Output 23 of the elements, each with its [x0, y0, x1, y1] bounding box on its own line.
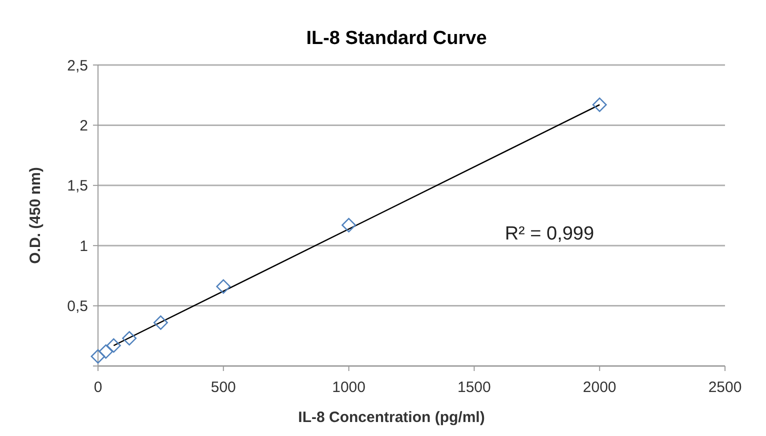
- x-tick-label: 2500: [708, 379, 742, 396]
- point: [98, 344, 114, 359]
- y-tick-label: 0,5: [67, 298, 88, 316]
- point: [90, 349, 106, 364]
- x-tick-label: 1500: [458, 379, 491, 396]
- point: [106, 338, 121, 353]
- chart-title: IL-8 Standard Curve: [306, 28, 487, 49]
- point: [216, 279, 231, 294]
- y-axis-title: O.D. (450 nm): [27, 167, 44, 264]
- point: [592, 98, 607, 112]
- annotation: R² = 0,999: [504, 224, 594, 245]
- y-tick-label: 2,5: [67, 57, 88, 74]
- y-tick-label: 1: [80, 238, 88, 255]
- x-tick-label: 2000: [582, 379, 616, 396]
- x-tick-label: 1000: [332, 379, 366, 396]
- y-tick-label: 2: [80, 117, 88, 134]
- x-tick-label: 0: [94, 379, 102, 396]
- x-axis-title: IL-8 Concentration (pg/ml): [298, 409, 485, 426]
- y-tick-label: 1,5: [67, 178, 88, 195]
- point: [153, 315, 168, 330]
- point: [122, 331, 137, 346]
- x-tick-label: 500: [210, 379, 236, 396]
- point: [342, 218, 356, 232]
